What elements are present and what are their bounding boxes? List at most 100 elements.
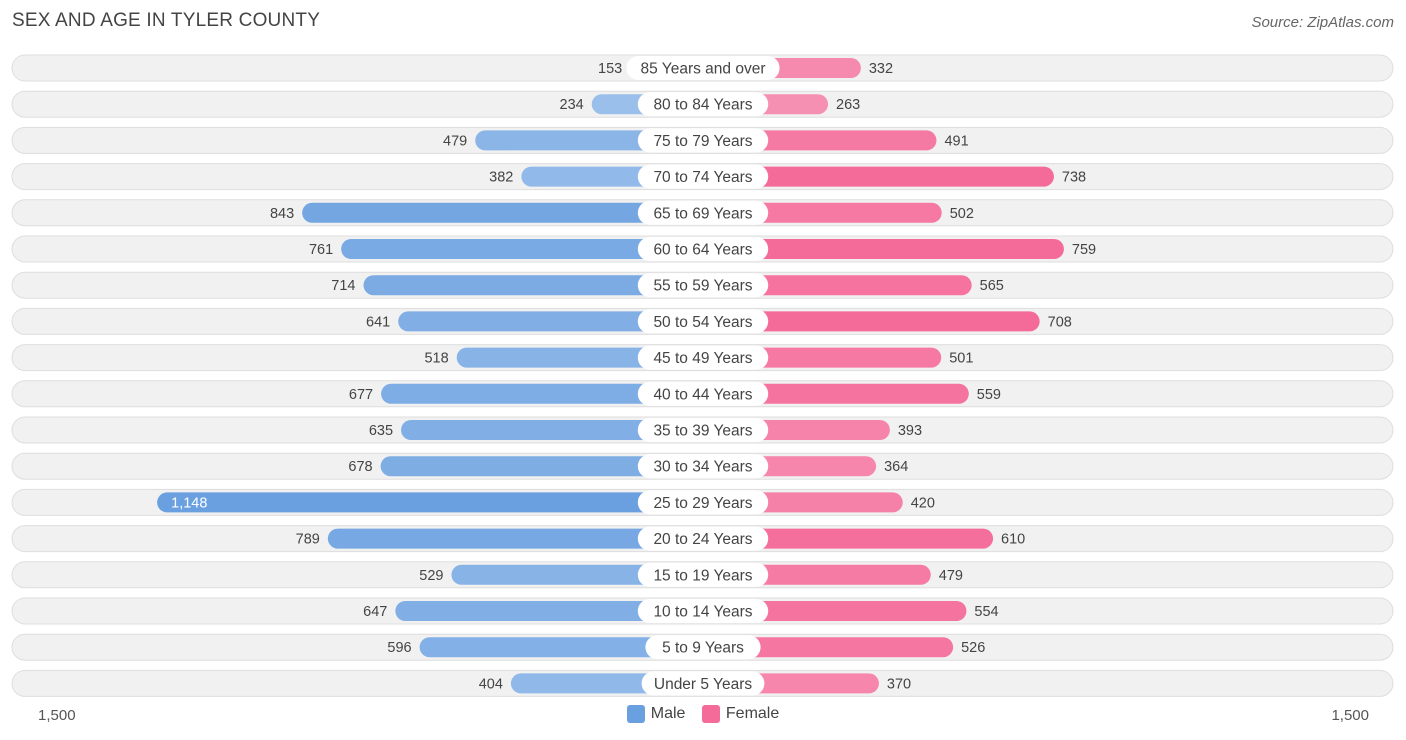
female-bar [703, 275, 972, 296]
male-value-label: 647 [363, 604, 387, 620]
male-value-label: 641 [366, 314, 390, 330]
female-value-label: 479 [939, 568, 963, 584]
male-value-label: 529 [419, 568, 443, 584]
category-label: 65 to 69 Years [653, 205, 752, 222]
female-value-label: 332 [869, 61, 893, 77]
axis-left-label: 1,500 [38, 707, 76, 724]
male-value-label: 234 [560, 97, 584, 113]
category-label-pill [641, 671, 765, 696]
female-value-label: 370 [887, 676, 911, 692]
legend: Male Female [0, 705, 1406, 728]
category-label: Under 5 Years [654, 676, 752, 693]
female-value-label: 559 [977, 387, 1001, 403]
female-value-label: 708 [1048, 314, 1072, 330]
legend-label-male: Male [650, 705, 686, 722]
male-bar [381, 383, 703, 404]
male-value-label: 518 [424, 351, 448, 367]
female-value-label: 759 [1072, 242, 1096, 258]
category-label: 5 to 9 Years [662, 640, 744, 657]
category-label: 15 to 19 Years [653, 567, 752, 584]
legend-label-female: Female [725, 705, 780, 722]
male-value-label: 677 [349, 387, 373, 403]
male-bar [398, 311, 703, 332]
category-label-pill [637, 490, 769, 515]
category-label: 45 to 49 Years [653, 350, 752, 367]
male-bar [419, 637, 703, 658]
category-label-pill [645, 635, 761, 660]
male-value-label: 404 [479, 676, 503, 692]
female-value-label: 491 [944, 133, 968, 149]
female-bar [703, 528, 994, 549]
male-value-label: 153 [598, 61, 622, 77]
male-bar [302, 202, 703, 223]
category-label: 35 to 39 Years [653, 423, 752, 440]
male-value-label: 635 [369, 423, 393, 439]
male-bar [380, 456, 703, 477]
category-label: 60 to 64 Years [653, 242, 752, 259]
male-bar [363, 275, 703, 296]
female-value-label: 554 [974, 604, 998, 620]
male-value-label: 761 [309, 242, 333, 258]
female-bar [703, 383, 969, 404]
category-label: 20 to 24 Years [653, 531, 752, 548]
category-label: 40 to 44 Years [653, 386, 752, 403]
female-value-label: 393 [898, 423, 922, 439]
female-value-label: 501 [949, 351, 973, 367]
category-label-pill [637, 309, 769, 334]
category-label: 10 to 14 Years [653, 604, 752, 621]
male-value-label: 789 [296, 532, 320, 548]
legend-item-male[interactable]: Male [626, 705, 686, 723]
male-value-label: 596 [387, 640, 411, 656]
category-label-pill [637, 164, 769, 189]
male-value-label: 382 [489, 170, 513, 186]
category-label-pill [637, 200, 769, 225]
male-value-label: 843 [270, 206, 294, 222]
female-bar [703, 311, 1040, 332]
female-value-label: 420 [911, 495, 935, 511]
female-bar [703, 239, 1064, 259]
axis-right-label: 1,500 [1331, 707, 1369, 724]
female-value-label: 502 [950, 206, 974, 222]
female-value-label: 738 [1062, 170, 1086, 186]
male-bar [395, 601, 703, 621]
category-label-pill [637, 599, 769, 623]
female-value-label: 364 [884, 459, 908, 475]
category-label-pill [637, 273, 769, 298]
category-label: 30 to 34 Years [653, 459, 752, 476]
category-label: 80 to 84 Years [653, 97, 752, 114]
category-label-pill [637, 562, 769, 587]
male-value-label: 678 [348, 459, 372, 475]
male-value-label: 1,148 [171, 495, 207, 511]
male-bar [157, 492, 704, 513]
category-label-pill [637, 237, 769, 261]
category-label-pill [637, 418, 769, 442]
female-bar [703, 601, 967, 621]
category-label: 85 Years and over [641, 61, 766, 78]
category-label: 55 to 59 Years [653, 278, 752, 295]
category-label: 70 to 74 Years [653, 169, 752, 186]
category-label-pill [637, 128, 769, 153]
female-value-label: 565 [980, 278, 1004, 294]
legend-swatch-female [701, 705, 720, 723]
female-bar [703, 166, 1054, 187]
male-bar [327, 528, 703, 549]
female-value-label: 263 [836, 97, 860, 113]
male-value-label: 479 [443, 133, 467, 149]
male-bar [341, 239, 703, 259]
category-label-pill [637, 345, 769, 370]
legend-swatch-male [626, 705, 645, 723]
category-label: 75 to 79 Years [653, 133, 752, 150]
female-value-label: 526 [961, 640, 985, 656]
female-bar [703, 637, 954, 658]
legend-item-female[interactable]: Female [701, 705, 780, 723]
category-label-pill [637, 454, 769, 479]
chart-title: SEX AND AGE IN TYLER COUNTY [12, 10, 321, 31]
category-label-pill [637, 92, 769, 117]
category-label-pill [637, 381, 769, 406]
category-label: 25 to 29 Years [653, 495, 752, 512]
category-label-pill [626, 56, 780, 80]
male-bar [401, 420, 703, 440]
category-label-pill [637, 526, 769, 551]
female-value-label: 610 [1001, 532, 1025, 548]
